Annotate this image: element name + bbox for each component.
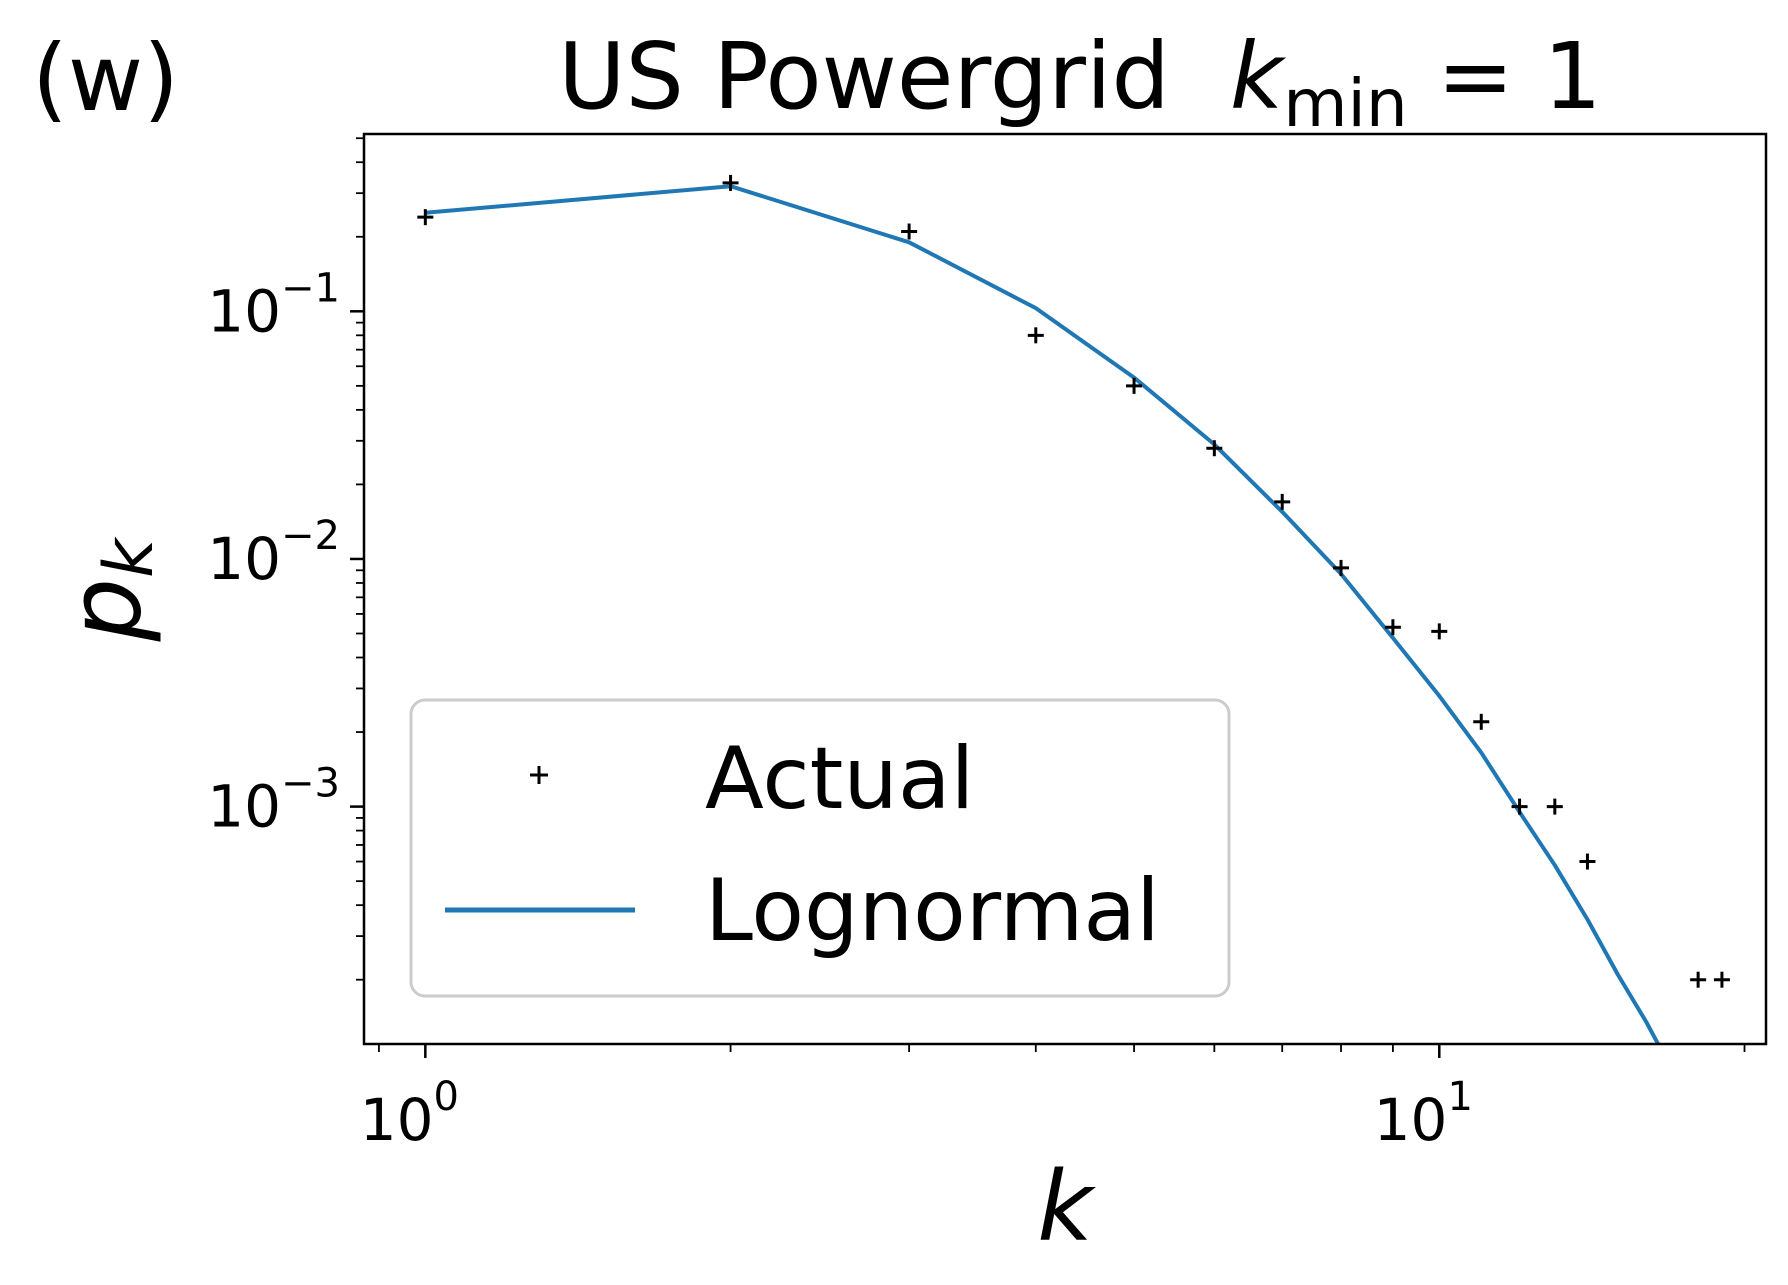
y-tick-label: 10−3: [207, 761, 340, 841]
data-point-actual: [1333, 559, 1350, 576]
series-points-actual: [417, 174, 1730, 988]
panel-label: (w): [32, 25, 179, 132]
data-point-actual: [1690, 971, 1707, 988]
x-tick-label-base: 10: [360, 1086, 434, 1154]
x-tick-label: 100: [360, 1074, 459, 1154]
data-point-actual: [1206, 440, 1223, 457]
data-point-actual: [1027, 327, 1044, 344]
data-point-actual: [1274, 493, 1291, 510]
y-axis-label-p: p: [47, 578, 164, 642]
y-axis-label-sub: k: [90, 536, 169, 578]
legend-label-lognormal: Lognormal: [705, 861, 1160, 961]
x-axis-label: k: [1037, 1151, 1096, 1263]
x-tick-label: 101: [1374, 1074, 1473, 1154]
y-axis-ticks: 10−110−210−3: [207, 137, 364, 981]
chart-title-main: US Powergrid: [558, 23, 1170, 130]
data-point-actual: [1473, 713, 1490, 730]
x-axis-ticks: 100 101: [360, 1044, 1746, 1154]
y-axis-label: pk: [47, 536, 169, 642]
data-point-actual: [1126, 377, 1143, 394]
chart-title-eq: = 1: [1408, 23, 1602, 130]
plot-area: 10−110−210−3 100 101: [207, 132, 1768, 1154]
y-tick-label-base: 10: [207, 773, 281, 841]
x-tick-label-base: 10: [1374, 1086, 1448, 1154]
chart-title-sub: min: [1283, 65, 1407, 142]
legend: Actual Lognormal: [409, 698, 1231, 998]
x-tick-label-exp: 1: [1447, 1074, 1472, 1120]
legend-label-actual: Actual: [705, 729, 974, 829]
y-tick-label: 10−1: [207, 265, 340, 345]
series-line-lognormal: [425, 184, 1661, 1044]
data-point-actual: [722, 174, 739, 191]
y-tick-label-exp: −3: [281, 761, 340, 807]
data-point-actual: [1713, 971, 1730, 988]
y-tick-label-exp: −1: [281, 265, 340, 311]
plot-frame: [362, 132, 1768, 1046]
data-point-actual: [1579, 853, 1596, 870]
y-tick-label: 10−2: [207, 513, 340, 593]
data-point-actual: [1384, 619, 1401, 636]
data-point-actual: [1431, 623, 1448, 640]
chart-title: US Powergrid kmin = 1: [558, 23, 1602, 142]
y-tick-label-base: 10: [207, 525, 281, 593]
y-tick-label-base: 10: [207, 277, 281, 345]
legend-box: [409, 698, 1231, 998]
legend-marker-actual: [530, 766, 548, 784]
x-tick-label-exp: 0: [434, 1074, 459, 1120]
data-point-actual: [1546, 798, 1563, 815]
data-point-actual: [1511, 798, 1528, 815]
data-point-actual: [901, 223, 918, 240]
chart-title-k: k: [1230, 23, 1287, 130]
data-point-actual: [417, 209, 434, 226]
y-tick-label-exp: −2: [281, 513, 340, 559]
